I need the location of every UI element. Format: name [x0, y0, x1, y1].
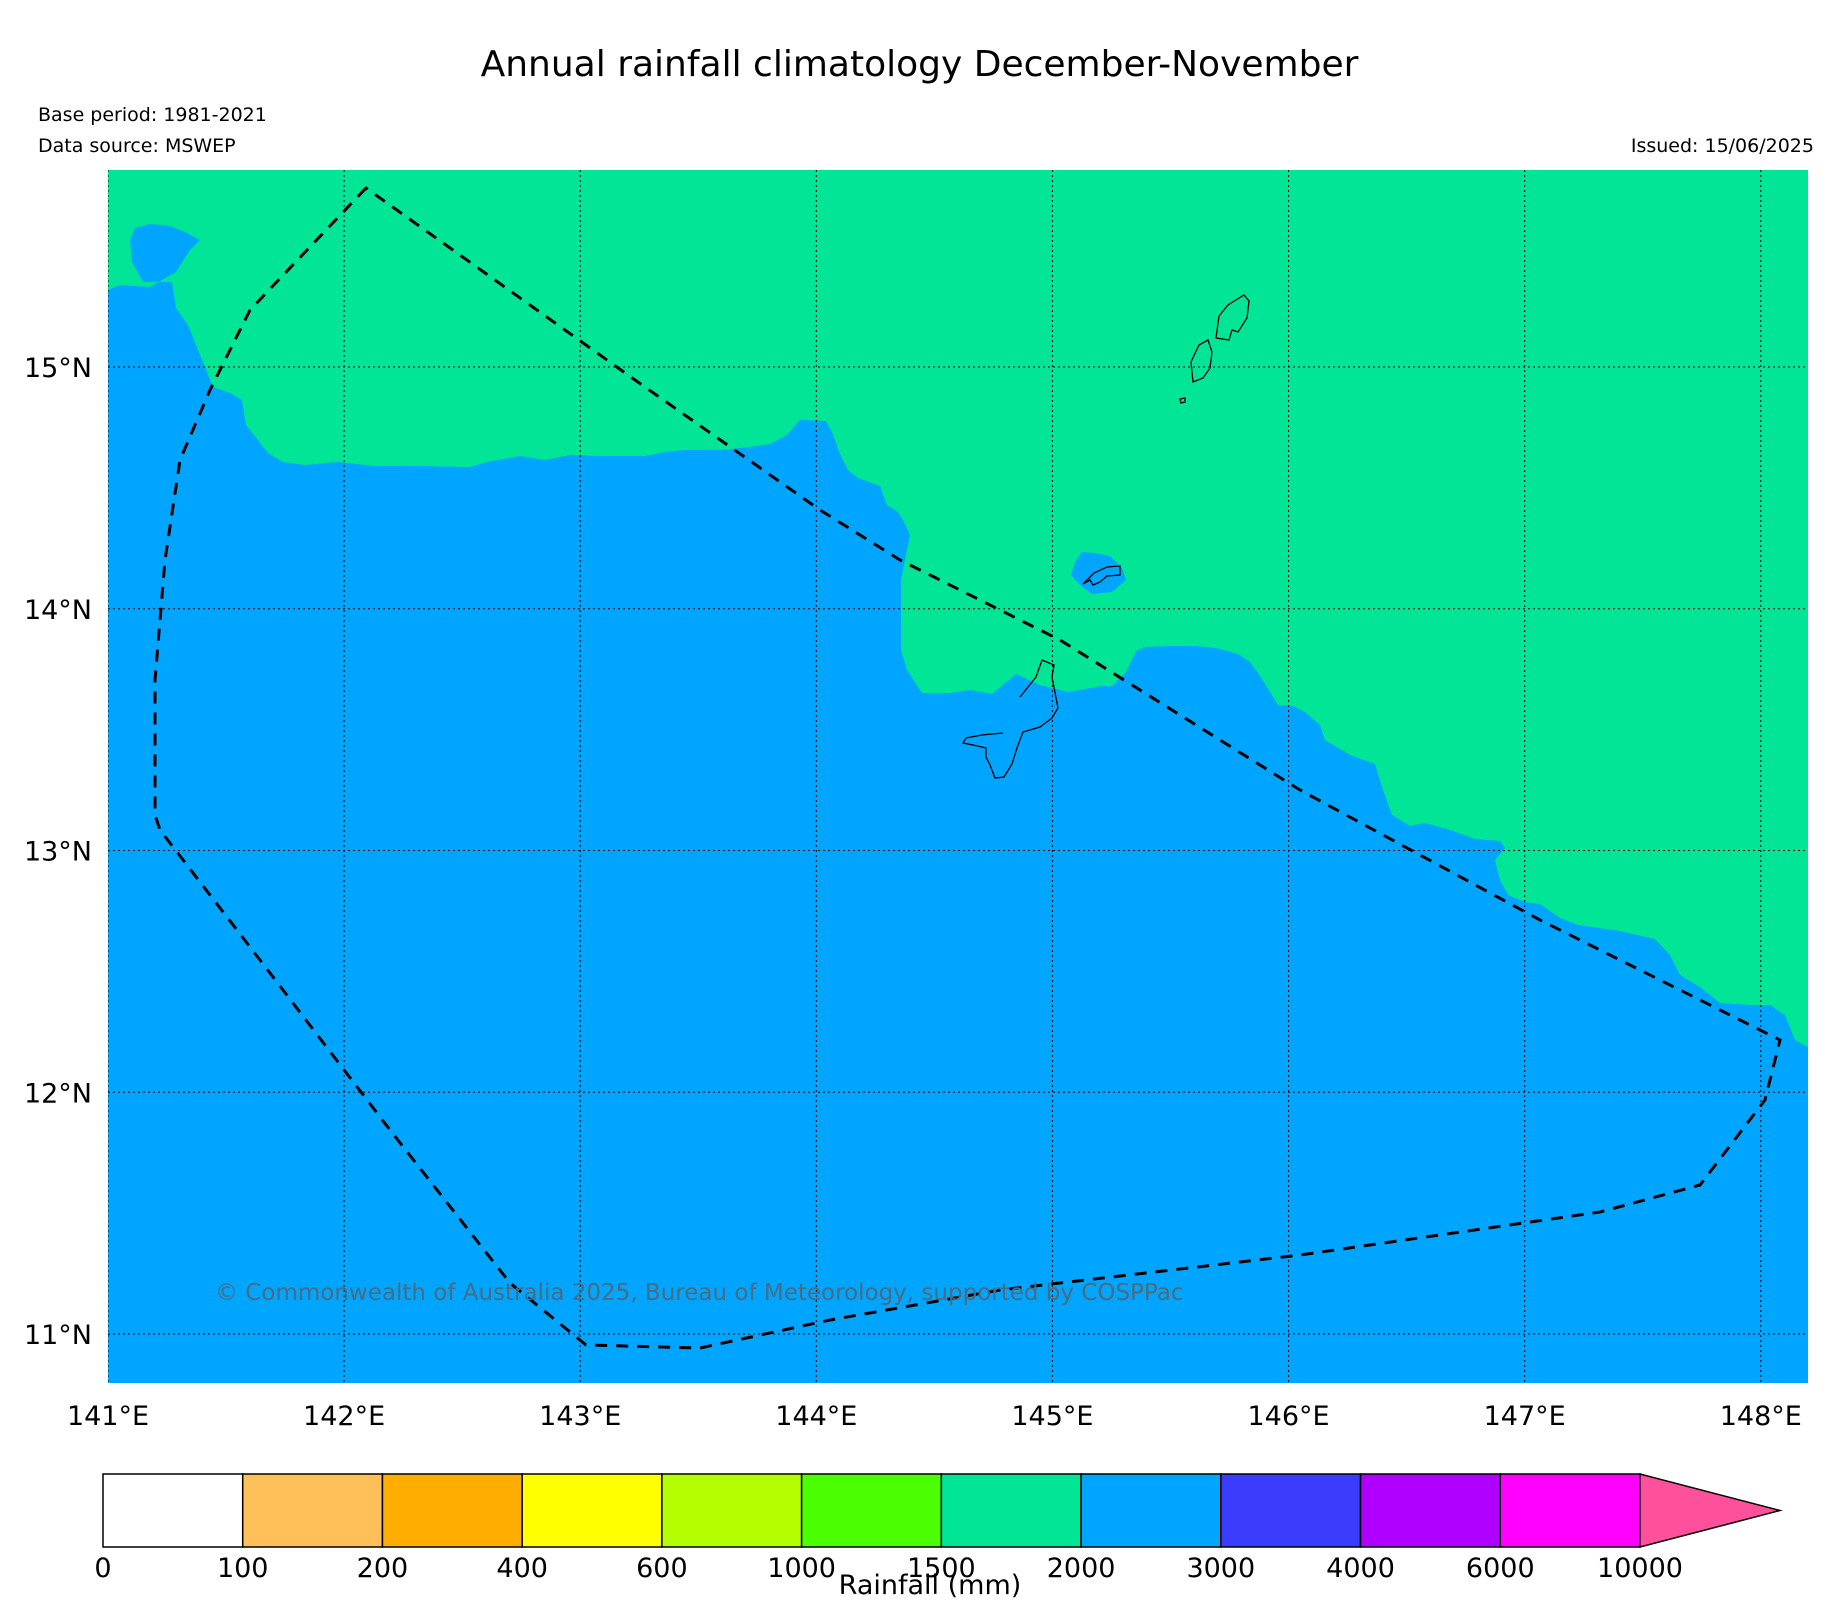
- colorbar-box: [1220, 1473, 1362, 1548]
- colorbar-box: [521, 1473, 663, 1548]
- lon-tick-label: 145°E: [1011, 1401, 1093, 1432]
- colorbar-box: [800, 1473, 943, 1548]
- colorbar-box: [1499, 1473, 1641, 1548]
- lat-tick-label: 12°N: [24, 1078, 92, 1109]
- island-guam-outline: [961, 659, 1059, 779]
- colorbar-tick-label: 0: [94, 1553, 111, 1584]
- colorbar-tick-label: 6000: [1466, 1553, 1535, 1584]
- base-period-text: Base period: 1981-2021: [38, 104, 267, 126]
- longitude-labels: 141°E 142°E 143°E 144°E 145°E 146°E 147°E 148°E: [67, 1401, 1802, 1432]
- lon-tick-label: 144°E: [775, 1401, 857, 1432]
- colorbar-box: [1359, 1473, 1502, 1548]
- island-north-outline: [1215, 294, 1250, 341]
- copyright-text: © Commonwealth of Australia 2025, Bureau…: [215, 1280, 1184, 1306]
- colorbar-tick-label: 100: [217, 1553, 269, 1584]
- colorbar-box: [940, 1473, 1082, 1548]
- colorbar-ticks: 0 100 200 400 600 1000 1500 2000 3000 4000 6000 100…: [94, 1553, 1683, 1584]
- latitude-labels: 15°N 14°N 13°N 12°N 11°N: [24, 353, 92, 1351]
- lon-tick-label: 147°E: [1484, 1401, 1566, 1432]
- lon-tick-label: 141°E: [67, 1401, 149, 1432]
- colorbar-box: [241, 1473, 384, 1548]
- lat-tick-label: 13°N: [24, 837, 92, 868]
- colorbar-boxes: [102, 1473, 1783, 1548]
- colorbar-tick-label: 3000: [1186, 1553, 1255, 1584]
- lat-tick-label: 14°N: [24, 595, 92, 626]
- colorbar-box: [102, 1473, 244, 1548]
- issued-date-text: Issued: 15/06/2025: [1630, 135, 1814, 157]
- colorbar-tick-label: 1500: [907, 1553, 976, 1584]
- colorbar-tick-label: 200: [357, 1553, 409, 1584]
- lon-tick-label: 146°E: [1248, 1401, 1330, 1432]
- map-title: Annual rainfall climatology December-Nov…: [480, 44, 1359, 85]
- lon-tick-label: 148°E: [1720, 1401, 1802, 1432]
- coastline-outlines: [961, 294, 1250, 779]
- island-rota-outline: [1082, 565, 1121, 586]
- lat-tick-label: 11°N: [24, 1320, 92, 1351]
- colorbar-box: [1080, 1473, 1222, 1548]
- colorbar-tick-label: 10000: [1597, 1553, 1683, 1584]
- lon-tick-label: 143°E: [539, 1401, 621, 1432]
- colorbar-tick-label: 400: [496, 1553, 548, 1584]
- eez-boundary-dashed: [153, 186, 1782, 1350]
- region-2000-3000: [108, 224, 1808, 1383]
- island-saipan-outline: [1190, 339, 1213, 383]
- map-gridlines: [108, 170, 1808, 1383]
- colorbar-box: [381, 1473, 523, 1548]
- lon-tick-label: 142°E: [303, 1401, 385, 1432]
- colorbar-tick-label: 600: [636, 1553, 688, 1584]
- data-source-text: Data source: MSWEP: [38, 135, 236, 157]
- lat-tick-label: 15°N: [24, 353, 92, 384]
- island-tinian-outline: [1179, 397, 1186, 404]
- colorbar-box: [661, 1473, 803, 1548]
- colorbar-label: Rainfall (mm): [838, 1570, 1022, 1601]
- colorbar-tick-label: 2000: [1047, 1553, 1116, 1584]
- colorbar-tick-label: 4000: [1326, 1553, 1395, 1584]
- colorbar-extend-triangle: [1639, 1473, 1783, 1548]
- colorbar-tick-label: 1000: [767, 1553, 836, 1584]
